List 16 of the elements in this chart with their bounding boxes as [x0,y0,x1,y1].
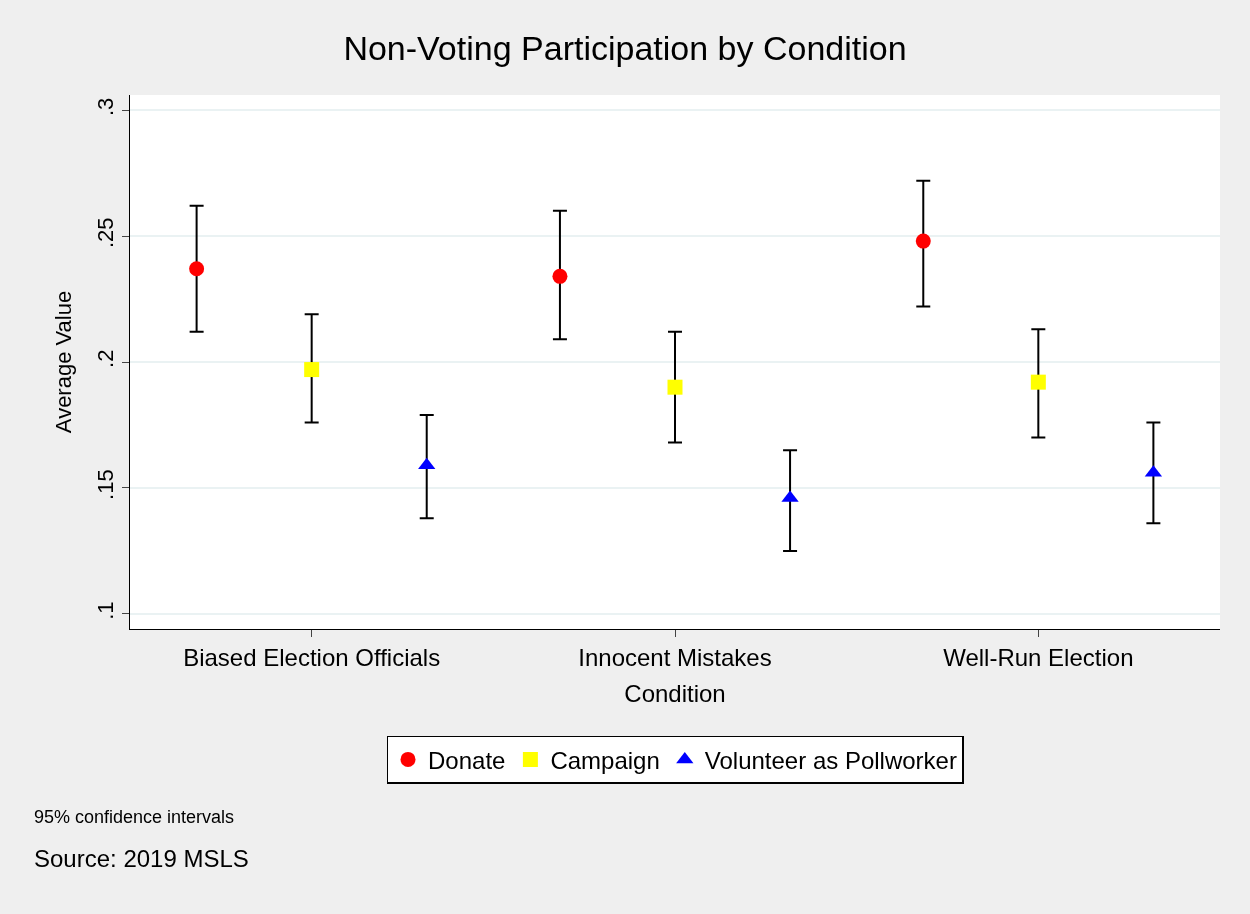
y-axis-title: Average Value [51,290,76,434]
y-tick-label: .3 [93,97,119,116]
y-tick-label: .15 [93,469,119,500]
legend-label: Volunteer as Pollworker [704,746,957,774]
legend-label: Donate [428,746,506,774]
legend-label: Campaign [550,746,660,774]
y-tick-label: .2 [93,349,119,368]
x-tick-label: Biased Election Officials [183,643,441,671]
source-note: Source: 2019 MSLS [34,845,249,872]
y-tick-label: .25 [93,217,119,249]
x-tick-label: Innocent Mistakes [578,643,772,671]
x-axis-title: Condition [624,680,726,708]
x-tick-label: Well-Run Election [943,643,1134,671]
text: 95% confidence intervals [34,807,235,827]
y-tick-label: .1 [93,601,119,620]
chart-title: Non-Voting Participation by Condition [343,29,907,68]
